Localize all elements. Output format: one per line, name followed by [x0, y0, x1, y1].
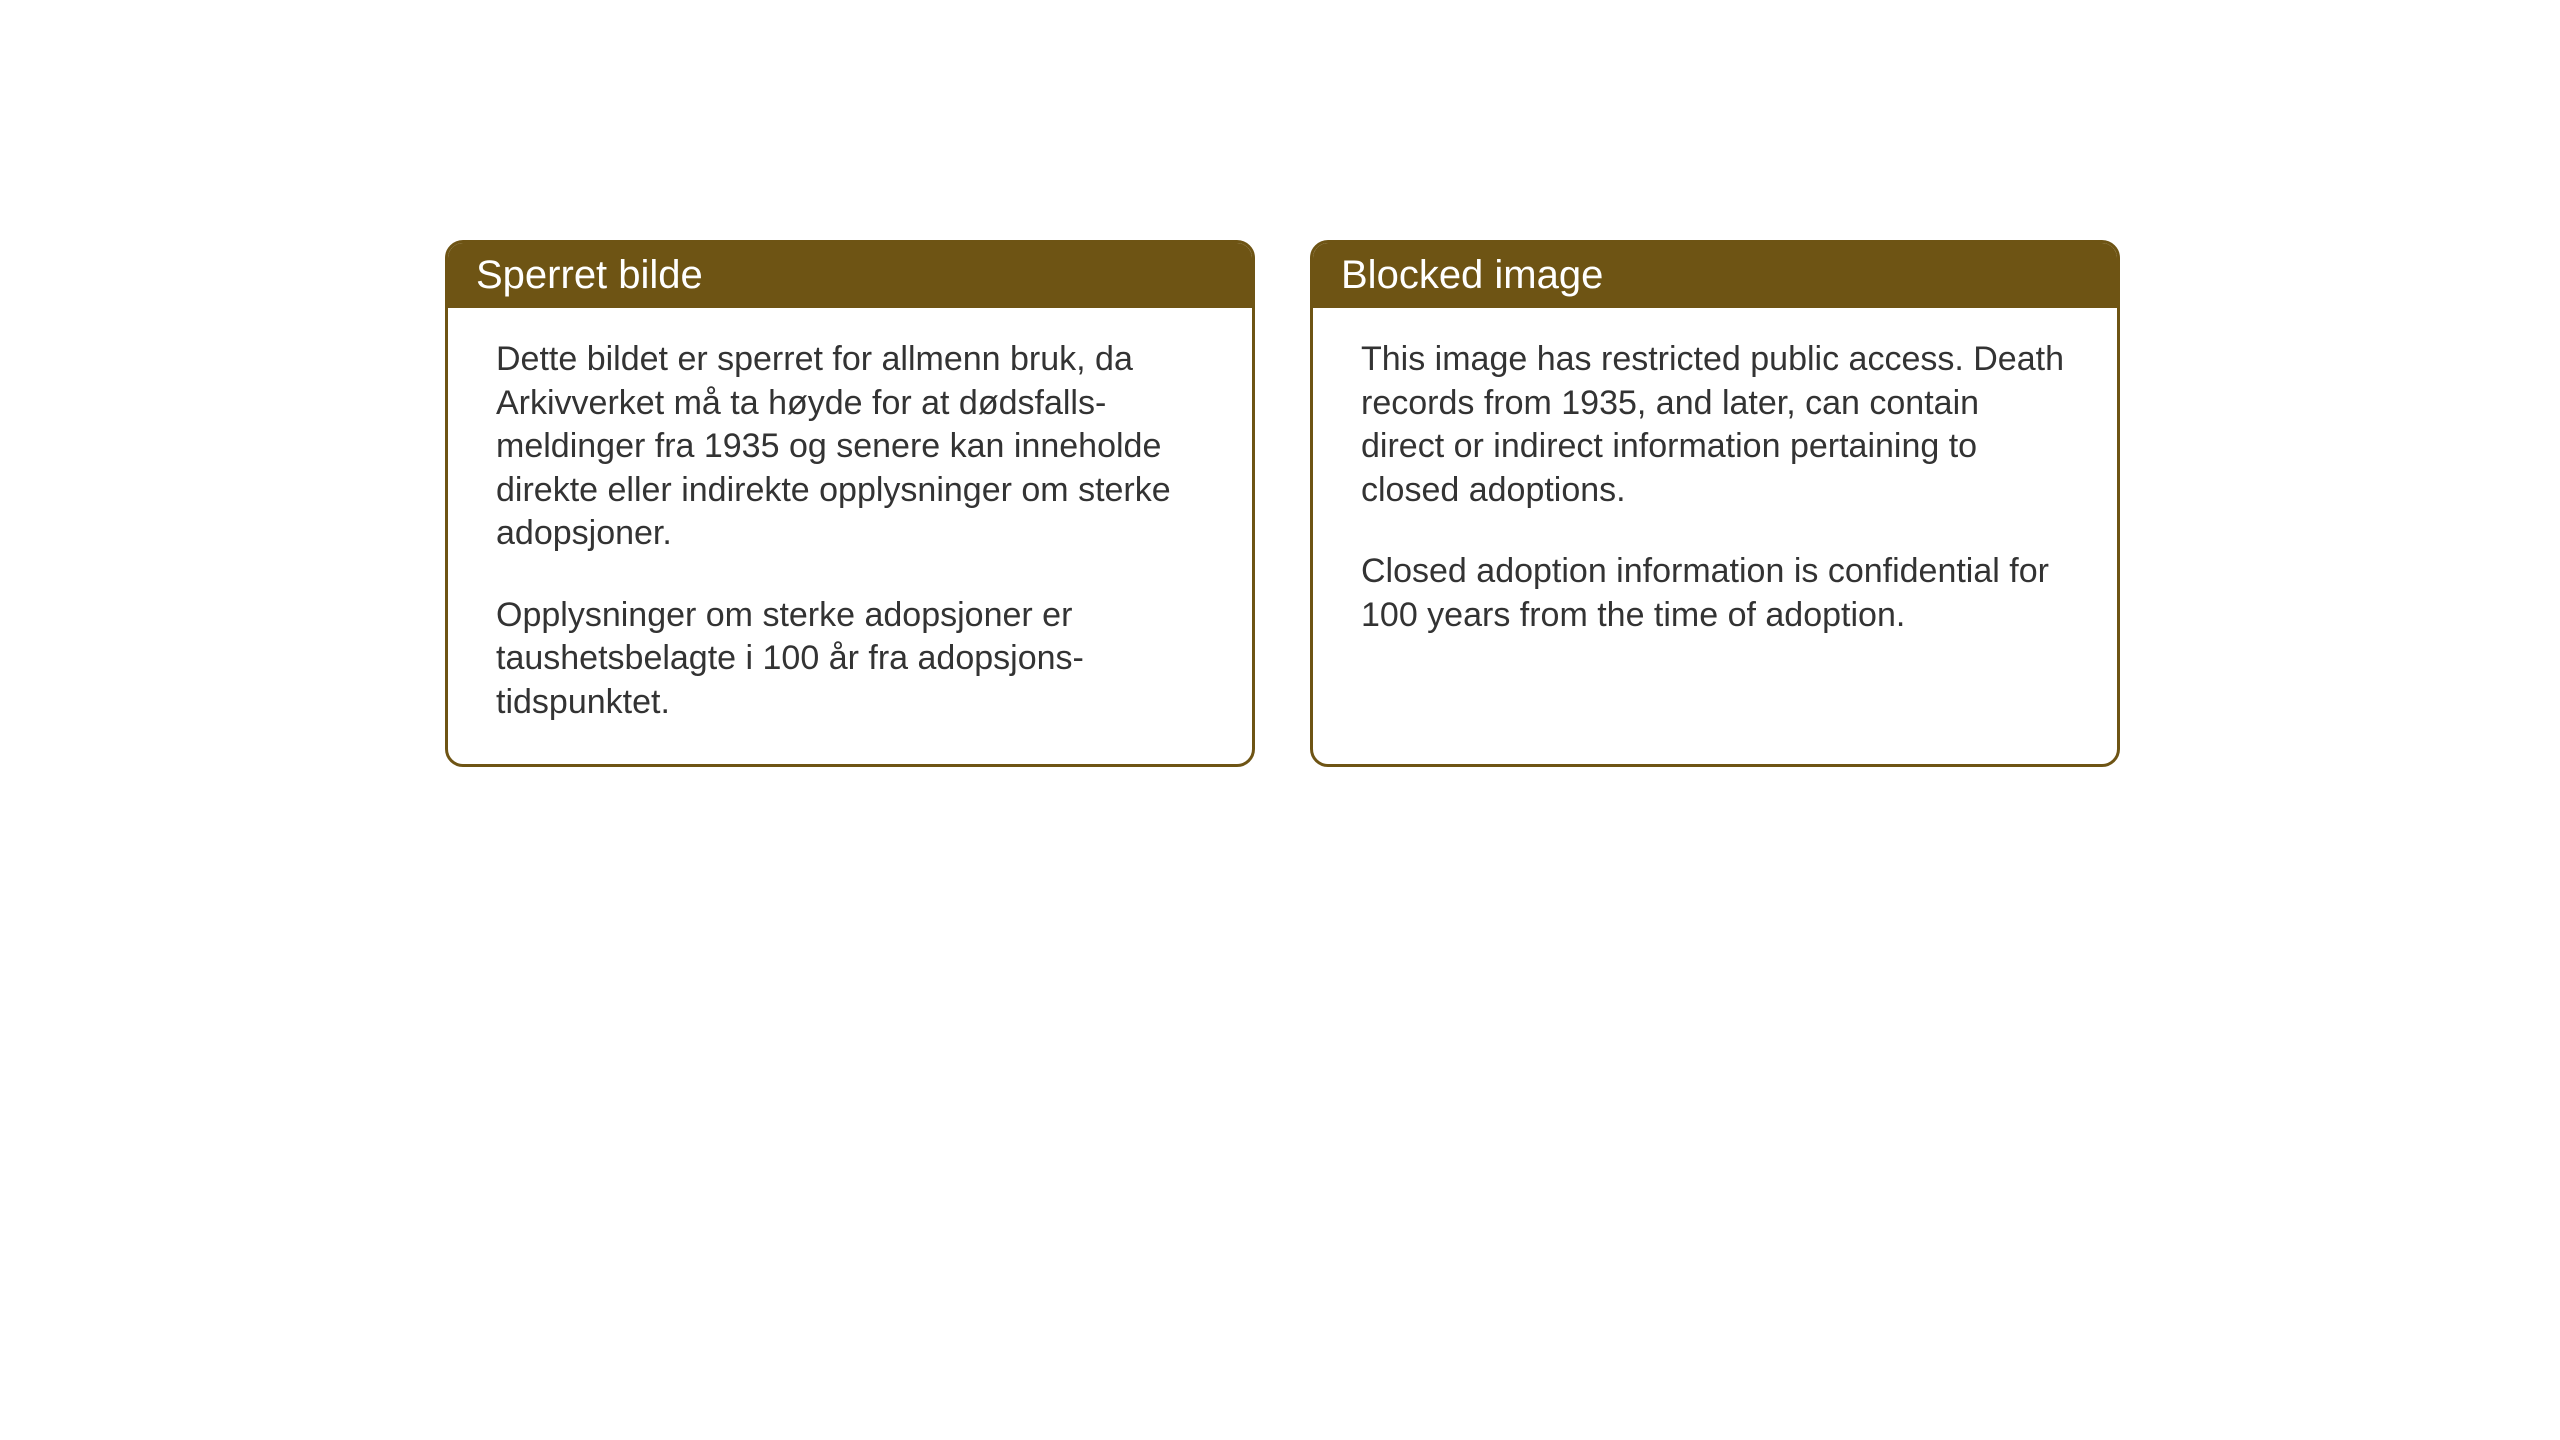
card-title-english: Blocked image	[1341, 253, 1603, 297]
card-header-english: Blocked image	[1313, 243, 2117, 308]
card-paragraph-1-english: This image has restricted public access.…	[1361, 338, 2069, 512]
card-paragraph-2-english: Closed adoption information is confident…	[1361, 550, 2069, 637]
notice-card-english: Blocked image This image has restricted …	[1310, 240, 2120, 767]
card-body-english: This image has restricted public access.…	[1313, 308, 2117, 728]
card-header-norwegian: Sperret bilde	[448, 243, 1252, 308]
card-paragraph-1-norwegian: Dette bildet er sperret for allmenn bruk…	[496, 338, 1204, 556]
card-body-norwegian: Dette bildet er sperret for allmenn bruk…	[448, 308, 1252, 764]
card-title-norwegian: Sperret bilde	[476, 253, 703, 297]
notice-container: Sperret bilde Dette bildet er sperret fo…	[445, 240, 2120, 767]
notice-card-norwegian: Sperret bilde Dette bildet er sperret fo…	[445, 240, 1255, 767]
card-paragraph-2-norwegian: Opplysninger om sterke adopsjoner er tau…	[496, 594, 1204, 725]
